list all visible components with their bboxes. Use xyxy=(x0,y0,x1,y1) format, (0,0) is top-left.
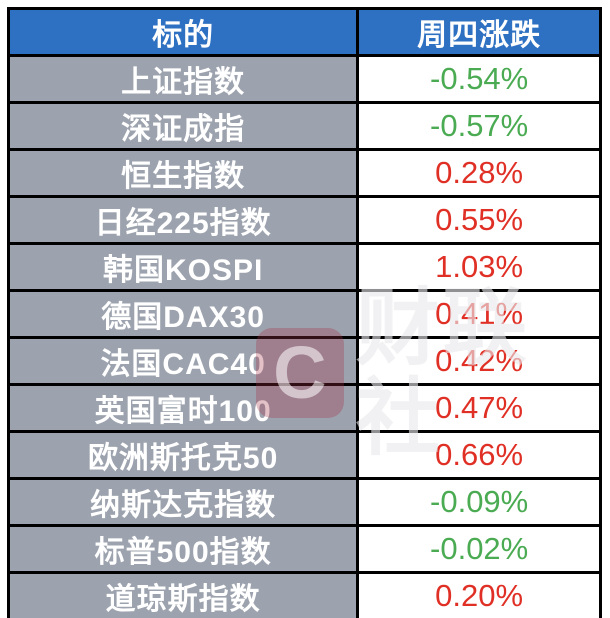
market-index-table: 标的 周四涨跌 上证指数 -0.54% 深证成指 -0.57% 恒生指数 0.2… xyxy=(6,7,602,618)
index-name: 标普500指数 xyxy=(6,524,360,574)
index-change: 0.28% xyxy=(356,148,602,198)
index-name: 欧洲斯托克50 xyxy=(6,430,360,480)
header-target: 标的 xyxy=(6,7,360,57)
index-change: -0.09% xyxy=(356,477,602,527)
table-row: 英国富时100 0.47% xyxy=(6,383,602,433)
table-row: 法国CAC40 0.42% xyxy=(6,336,602,386)
index-change: -0.54% xyxy=(356,54,602,104)
index-change: 0.42% xyxy=(356,336,602,386)
table-row: 欧洲斯托克50 0.66% xyxy=(6,430,602,480)
table-row: 深证成指 -0.57% xyxy=(6,101,602,151)
index-change: 0.47% xyxy=(356,383,602,433)
table-row: 道琼斯指数 0.20% xyxy=(6,571,602,618)
table-row: 恒生指数 0.28% xyxy=(6,148,602,198)
index-name: 英国富时100 xyxy=(6,383,360,433)
index-change: 0.66% xyxy=(356,430,602,480)
index-change: 0.41% xyxy=(356,289,602,339)
index-name: 深证成指 xyxy=(6,101,360,151)
table-row: 德国DAX30 0.41% xyxy=(6,289,602,339)
index-name: 恒生指数 xyxy=(6,148,360,198)
index-change: -0.57% xyxy=(356,101,602,151)
index-change: 0.20% xyxy=(356,571,602,618)
index-name: 上证指数 xyxy=(6,54,360,104)
table-row: 标普500指数 -0.02% xyxy=(6,524,602,574)
index-name: 纳斯达克指数 xyxy=(6,477,360,527)
index-name: 韩国KOSPI xyxy=(6,242,360,292)
index-change: 0.55% xyxy=(356,195,602,245)
index-name: 法国CAC40 xyxy=(6,336,360,386)
table-row: 上证指数 -0.54% xyxy=(6,54,602,104)
table-row: 日经225指数 0.55% xyxy=(6,195,602,245)
table-row: 纳斯达克指数 -0.09% xyxy=(6,477,602,527)
header-row: 标的 周四涨跌 xyxy=(6,7,602,57)
index-name: 道琼斯指数 xyxy=(6,571,360,618)
header-thursday-change: 周四涨跌 xyxy=(356,7,602,57)
index-name: 德国DAX30 xyxy=(6,289,360,339)
index-change: 1.03% xyxy=(356,242,602,292)
table-row: 韩国KOSPI 1.03% xyxy=(6,242,602,292)
index-name: 日经225指数 xyxy=(6,195,360,245)
index-change: -0.02% xyxy=(356,524,602,574)
